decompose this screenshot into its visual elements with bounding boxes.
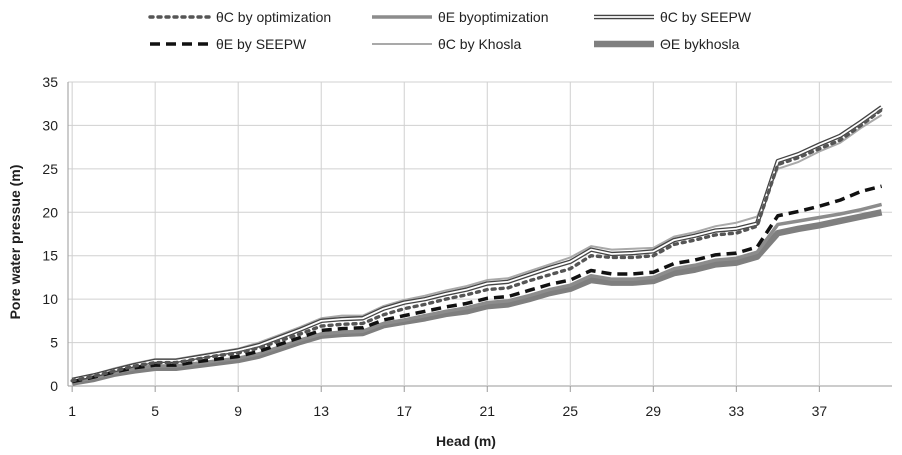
x-axis-title: Head (m)	[436, 433, 496, 449]
legend-item: θC by SEEPW	[594, 9, 752, 25]
legend-item: θC by optimization	[148, 9, 331, 25]
y-tick-label: 20	[42, 204, 58, 220]
x-tick-label: 21	[479, 403, 495, 419]
x-tick-label: 33	[729, 403, 745, 419]
legend: θC by optimization θE byoptimization θC by…	[148, 9, 752, 52]
y-tick-label: 15	[42, 248, 58, 264]
y-tick-label: 35	[42, 74, 58, 90]
x-tick-label: 25	[562, 403, 578, 419]
legend-label: θE byoptimization	[438, 9, 549, 25]
x-tick-label: 29	[646, 403, 662, 419]
x-tick-label: 13	[313, 403, 329, 419]
y-tick-label: 0	[50, 378, 58, 394]
x-tick-label: 1	[68, 403, 76, 419]
series-group	[70, 105, 884, 386]
legend-label: θC by SEEPW	[660, 9, 752, 25]
legend-item: θC by Khosla	[372, 36, 521, 52]
series-line-2-inner	[71, 106, 883, 381]
y-tick-label: 25	[42, 161, 58, 177]
x-tick-label: 5	[151, 403, 159, 419]
legend-label: θC by Khosla	[438, 36, 521, 52]
y-tick-label: 10	[42, 291, 58, 307]
legend-label: ΘE bykhosla	[660, 36, 740, 52]
y-axis-title: Pore water pressue (m)	[7, 165, 23, 320]
series-line-3	[71, 184, 883, 384]
legend-label: θC by optimization	[216, 9, 331, 25]
x-tick-label: 37	[812, 403, 828, 419]
series-line-0	[70, 108, 884, 383]
legend-item: θE byoptimization	[372, 9, 549, 25]
legend-item: ΘE bykhosla	[594, 36, 740, 52]
legend-item: θE by SEEPW	[150, 36, 307, 52]
legend-label: θE by SEEPW	[216, 36, 307, 52]
x-tick-label: 9	[234, 403, 242, 419]
x-tick-label: 17	[396, 403, 412, 419]
y-tick-label: 30	[42, 117, 58, 133]
y-tick-label: 5	[50, 335, 58, 351]
